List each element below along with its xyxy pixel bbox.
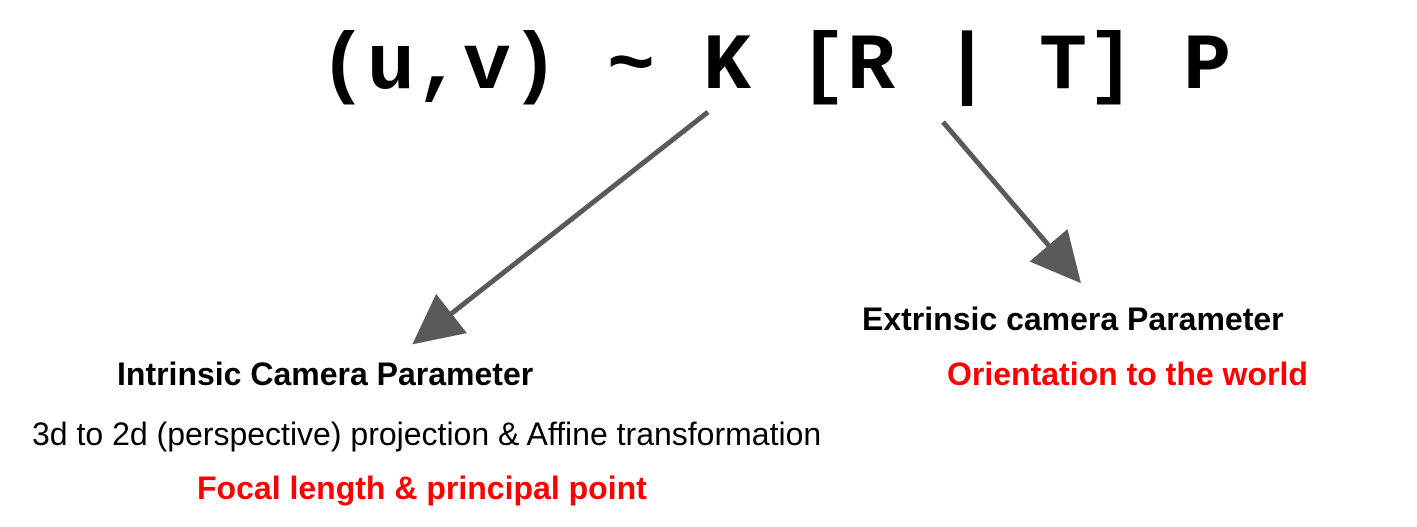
intrinsic-parameter-title: Intrinsic Camera Parameter (117, 356, 534, 392)
camera-projection-equation: (u,v) ~ K [R | T] P (318, 22, 1232, 113)
arrow-to-intrinsic (412, 110, 710, 345)
arrow-to-extrinsic (941, 120, 1082, 284)
extrinsic-parameter-detail: Orientation to the world (947, 356, 1308, 392)
extrinsic-parameter-title: Extrinsic camera Parameter (862, 301, 1284, 337)
intrinsic-parameter-detail: Focal length & principal point (197, 470, 647, 506)
intrinsic-parameter-description: 3d to 2d (perspective) projection & Affi… (32, 416, 822, 452)
